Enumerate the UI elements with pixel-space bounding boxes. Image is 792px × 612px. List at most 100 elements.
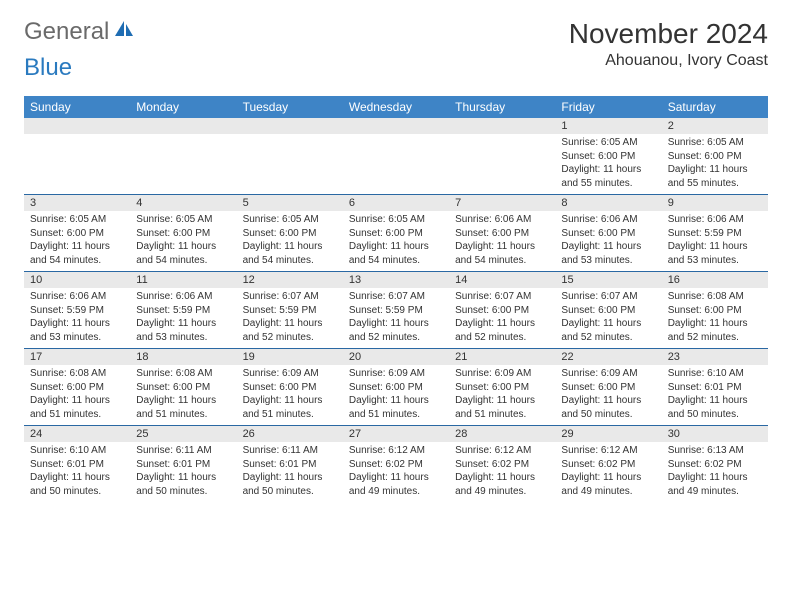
date-cell: Sunrise: 6:09 AMSunset: 6:00 PMDaylight:… [237,365,343,426]
daylight-text: Daylight: 11 hours [561,240,655,254]
sunrise-text: Sunrise: 6:09 AM [455,367,549,381]
date-num-row: 3456789 [24,195,768,212]
daylight-text: and 49 minutes. [349,485,443,499]
sunset-text: Sunset: 6:00 PM [30,381,124,395]
date-cell: Sunrise: 6:06 AMSunset: 5:59 PMDaylight:… [130,288,236,349]
dow-fri: Friday [555,96,661,118]
sunrise-text: Sunrise: 6:05 AM [243,213,337,227]
sunset-text: Sunset: 6:00 PM [668,150,762,164]
dow-mon: Monday [130,96,236,118]
sunset-text: Sunset: 6:02 PM [561,458,655,472]
date-cell: Sunrise: 6:05 AMSunset: 6:00 PMDaylight:… [555,134,661,195]
daylight-text: Daylight: 11 hours [668,163,762,177]
date-num: 20 [343,349,449,366]
date-cell [237,134,343,195]
date-cell: Sunrise: 6:13 AMSunset: 6:02 PMDaylight:… [662,442,768,502]
sunrise-text: Sunrise: 6:12 AM [349,444,443,458]
daylight-text: Daylight: 11 hours [668,471,762,485]
sunrise-text: Sunrise: 6:10 AM [30,444,124,458]
location-text: Ahouanou, Ivory Coast [569,52,768,70]
date-num [130,118,236,134]
date-cell: Sunrise: 6:12 AMSunset: 6:02 PMDaylight:… [555,442,661,502]
daylight-text: Daylight: 11 hours [30,317,124,331]
sunset-text: Sunset: 6:02 PM [349,458,443,472]
date-num: 8 [555,195,661,212]
date-cell: Sunrise: 6:10 AMSunset: 6:01 PMDaylight:… [24,442,130,502]
sunrise-text: Sunrise: 6:11 AM [243,444,337,458]
daylight-text: and 50 minutes. [30,485,124,499]
date-num: 17 [24,349,130,366]
daylight-text: and 53 minutes. [668,254,762,268]
date-num [343,118,449,134]
sunset-text: Sunset: 5:59 PM [136,304,230,318]
date-num: 21 [449,349,555,366]
title-block: November 2024 Ahouanou, Ivory Coast [569,18,768,70]
sunrise-text: Sunrise: 6:08 AM [30,367,124,381]
date-cell: Sunrise: 6:05 AMSunset: 6:00 PMDaylight:… [237,211,343,272]
date-cell [24,134,130,195]
date-cell: Sunrise: 6:11 AMSunset: 6:01 PMDaylight:… [130,442,236,502]
daylight-text: and 53 minutes. [30,331,124,345]
sunrise-text: Sunrise: 6:08 AM [668,290,762,304]
date-info-row: Sunrise: 6:08 AMSunset: 6:00 PMDaylight:… [24,365,768,426]
sunrise-text: Sunrise: 6:07 AM [455,290,549,304]
date-cell: Sunrise: 6:11 AMSunset: 6:01 PMDaylight:… [237,442,343,502]
logo: General [24,18,115,46]
sunset-text: Sunset: 6:00 PM [136,381,230,395]
daylight-text: and 53 minutes. [561,254,655,268]
daylight-text: and 51 minutes. [136,408,230,422]
daylight-text: Daylight: 11 hours [243,317,337,331]
date-cell: Sunrise: 6:07 AMSunset: 6:00 PMDaylight:… [449,288,555,349]
sunset-text: Sunset: 6:00 PM [243,227,337,241]
date-num: 25 [130,426,236,443]
daylight-text: Daylight: 11 hours [136,394,230,408]
daylight-text: Daylight: 11 hours [668,240,762,254]
daylight-text: Daylight: 11 hours [455,471,549,485]
date-num [237,118,343,134]
date-num-row: 12 [24,118,768,134]
sunset-text: Sunset: 6:01 PM [668,381,762,395]
sunset-text: Sunset: 6:00 PM [561,304,655,318]
date-num: 18 [130,349,236,366]
sunset-text: Sunset: 5:59 PM [349,304,443,318]
daylight-text: Daylight: 11 hours [561,471,655,485]
daylight-text: Daylight: 11 hours [30,240,124,254]
dow-tue: Tuesday [237,96,343,118]
sunset-text: Sunset: 6:02 PM [668,458,762,472]
date-num: 12 [237,272,343,289]
sunset-text: Sunset: 6:00 PM [349,381,443,395]
daylight-text: and 51 minutes. [455,408,549,422]
sunrise-text: Sunrise: 6:09 AM [349,367,443,381]
date-info-row: Sunrise: 6:05 AMSunset: 6:00 PMDaylight:… [24,134,768,195]
date-cell: Sunrise: 6:12 AMSunset: 6:02 PMDaylight:… [343,442,449,502]
daylight-text: and 54 minutes. [30,254,124,268]
date-num: 27 [343,426,449,443]
date-cell: Sunrise: 6:08 AMSunset: 6:00 PMDaylight:… [130,365,236,426]
daylight-text: Daylight: 11 hours [136,240,230,254]
date-cell: Sunrise: 6:08 AMSunset: 6:00 PMDaylight:… [662,288,768,349]
daylight-text: and 53 minutes. [136,331,230,345]
calendar-table: Sunday Monday Tuesday Wednesday Thursday… [24,96,768,502]
date-num-row: 10111213141516 [24,272,768,289]
date-cell: Sunrise: 6:07 AMSunset: 5:59 PMDaylight:… [237,288,343,349]
date-num: 29 [555,426,661,443]
date-num: 10 [24,272,130,289]
sunrise-text: Sunrise: 6:09 AM [561,367,655,381]
sunset-text: Sunset: 6:01 PM [136,458,230,472]
daylight-text: and 52 minutes. [349,331,443,345]
date-cell: Sunrise: 6:05 AMSunset: 6:00 PMDaylight:… [24,211,130,272]
sunrise-text: Sunrise: 6:06 AM [30,290,124,304]
daylight-text: and 54 minutes. [243,254,337,268]
sunrise-text: Sunrise: 6:09 AM [243,367,337,381]
daylight-text: and 50 minutes. [668,408,762,422]
sunset-text: Sunset: 6:00 PM [561,227,655,241]
date-num [449,118,555,134]
dow-thu: Thursday [449,96,555,118]
date-num: 11 [130,272,236,289]
date-cell: Sunrise: 6:08 AMSunset: 6:00 PMDaylight:… [24,365,130,426]
date-num-row: 24252627282930 [24,426,768,443]
sunrise-text: Sunrise: 6:06 AM [136,290,230,304]
sunset-text: Sunset: 6:00 PM [455,227,549,241]
daylight-text: Daylight: 11 hours [243,471,337,485]
sunset-text: Sunset: 6:00 PM [349,227,443,241]
